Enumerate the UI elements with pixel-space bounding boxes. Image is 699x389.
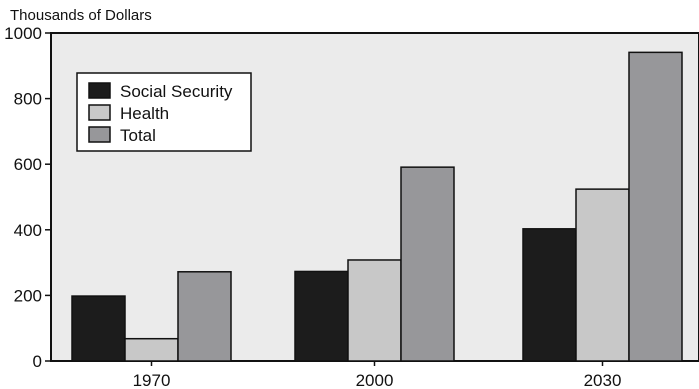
x-tick-label: 2030 <box>584 371 622 389</box>
legend-label: Social Security <box>120 82 233 101</box>
bar-health-1970 <box>124 337 179 362</box>
legend-label: Total <box>120 126 156 145</box>
bar-social-security-2000 <box>294 270 349 362</box>
bar-series <box>71 51 683 362</box>
y-tick-label: 400 <box>14 221 42 240</box>
legend-swatch <box>88 104 111 121</box>
bar-total-2030 <box>628 51 683 362</box>
y-tick-label: 0 <box>33 352 42 371</box>
legend-swatch <box>88 126 111 143</box>
y-tick-label: 800 <box>14 90 42 109</box>
bar-health-2000 <box>347 259 402 362</box>
y-axis: 0 200 400 600 800 1000 <box>4 24 51 371</box>
legend-swatch <box>88 82 111 99</box>
y-tick-label: 1000 <box>4 24 42 43</box>
bar-social-security-2030 <box>522 228 577 362</box>
x-axis: 1970 2000 2030 <box>133 361 622 389</box>
bar-total-1970 <box>177 271 232 362</box>
x-tick-label: 2000 <box>356 371 394 389</box>
bar-total-2000 <box>400 166 455 362</box>
y-tick-label: 600 <box>14 155 42 174</box>
bar-health-2030 <box>575 188 630 362</box>
legend-label: Health <box>120 104 169 123</box>
y-tick-label: 200 <box>14 286 42 305</box>
legend: Social Security Health Total <box>76 72 252 152</box>
y-axis-label: Thousands of Dollars <box>10 7 152 24</box>
bar-social-security-1970 <box>71 295 126 362</box>
x-tick-label: 1970 <box>133 371 171 389</box>
